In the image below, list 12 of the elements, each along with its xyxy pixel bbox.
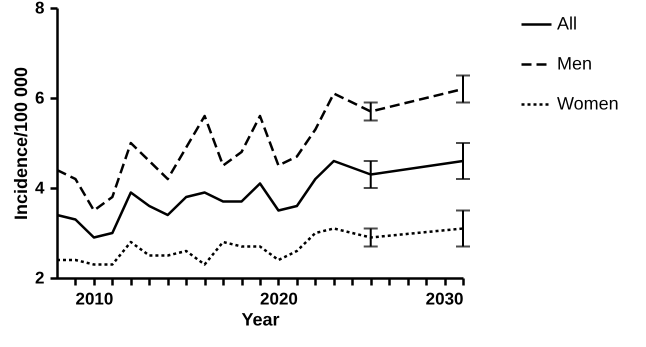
x-tick-label: 2020 [260, 290, 298, 308]
x-axis-title: Year [241, 310, 280, 330]
legend-label: Men [557, 54, 592, 74]
y-tick-label: 2 [35, 268, 44, 288]
y-tick-label: 6 [35, 88, 44, 108]
y-tick-label: 4 [35, 178, 46, 198]
legend-label: Women [557, 94, 619, 114]
x-tick-label: 2010 [75, 290, 114, 308]
legend-label: All [557, 14, 578, 34]
y-tick-label: 8 [35, 0, 44, 18]
x-tick-label: 2030 [426, 290, 464, 308]
y-axis-title: Incidence/100 000 [11, 66, 32, 220]
